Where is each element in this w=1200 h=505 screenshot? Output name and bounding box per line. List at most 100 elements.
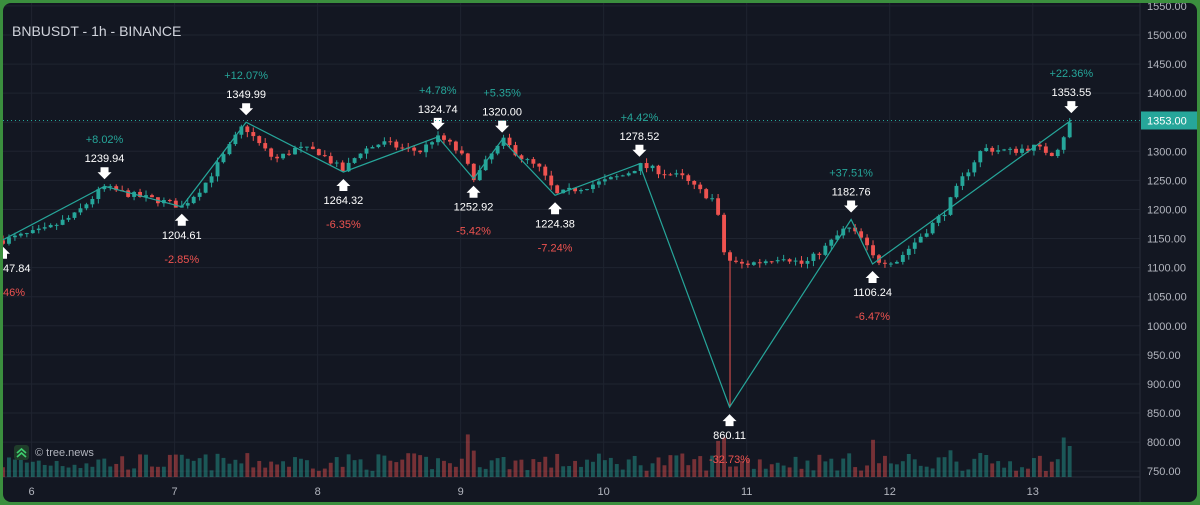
pivot-change-up: +8.02% <box>86 134 124 146</box>
volume-bar <box>871 439 875 477</box>
volume-bar <box>60 466 65 477</box>
candle-body <box>447 139 452 142</box>
candlestick-chart[interactable]: 750.00 800.00 850.00 900.00 950.00 1000.00 105… <box>3 3 1197 502</box>
current-price-label: 1353.00 <box>1147 115 1187 127</box>
volume-bar <box>245 453 250 477</box>
time-tick-label: 7 <box>172 486 178 498</box>
volume-bar <box>638 465 643 477</box>
candle-body <box>555 185 560 194</box>
candle-body <box>3 240 5 244</box>
candle-body <box>316 149 321 156</box>
volume-bar <box>287 466 291 477</box>
candle-body <box>84 204 89 209</box>
candle-body <box>650 165 655 169</box>
pivot-change-up: +22.36% <box>1049 68 1093 80</box>
candle-body <box>275 156 280 159</box>
candle-body <box>1061 137 1066 150</box>
candle-body <box>418 150 423 153</box>
pivot-change-up: +4.42% <box>621 112 659 124</box>
volume-bar <box>418 455 423 477</box>
candle-body <box>525 159 530 161</box>
candle-body <box>567 187 572 190</box>
arrow-down-icon <box>239 103 254 116</box>
candle-body <box>829 239 834 246</box>
volume-bar <box>996 461 1001 477</box>
candle-body <box>900 254 905 262</box>
volume-bar <box>382 455 387 477</box>
candle-body <box>757 262 762 264</box>
volume-bar <box>251 467 256 477</box>
candle-body <box>310 146 315 150</box>
candle-body <box>734 260 738 262</box>
candle-body <box>728 252 732 261</box>
volume-bar <box>299 458 303 477</box>
candle-body <box>805 260 810 264</box>
volume-bar <box>197 458 202 477</box>
candle-body <box>465 153 470 164</box>
candle-body <box>299 146 303 148</box>
volume-bar <box>275 464 280 477</box>
volume-bar <box>680 453 685 477</box>
price-tick-label: 1150.00 <box>1147 234 1186 246</box>
pivot-high-label: 1239.94 <box>85 153 125 165</box>
volume-bar <box>406 453 411 477</box>
volume-bar <box>328 462 333 477</box>
volume-bar <box>66 467 71 477</box>
chart-frame: 750.00 800.00 850.00 900.00 950.00 1000.00 105… <box>3 3 1197 502</box>
volume-bar <box>84 463 89 477</box>
candle-body <box>632 170 637 174</box>
candle-body <box>245 126 250 133</box>
volume-bar <box>1061 437 1066 477</box>
time-tick-label: 8 <box>315 486 321 498</box>
candle-body <box>763 261 768 264</box>
volume-bar <box>805 460 810 477</box>
price-tick-label: 1200.00 <box>1147 204 1187 216</box>
candle-body <box>48 225 53 228</box>
candle-body <box>507 137 512 146</box>
pivot-change-up: +4.78% <box>419 85 457 97</box>
candle-body <box>751 262 756 265</box>
volume-bar <box>370 470 375 477</box>
candle-body <box>775 260 780 262</box>
candle-body <box>549 175 554 186</box>
candle-body <box>18 233 23 236</box>
candle-body <box>710 198 715 200</box>
volume-bar <box>1067 446 1072 477</box>
time-tick-label: 13 <box>1027 486 1039 498</box>
pivot-change-up: +37.51% <box>829 167 873 179</box>
candle-body <box>304 146 309 148</box>
volume-bar <box>710 455 715 477</box>
volume-bar <box>507 469 512 477</box>
volume-bar <box>626 459 631 477</box>
candle-body <box>167 200 172 202</box>
candle-body <box>871 245 875 256</box>
volume-bar <box>120 456 125 477</box>
volume-bar <box>567 466 572 477</box>
candle-body <box>263 143 268 149</box>
volume-bar <box>787 467 792 477</box>
candle-body <box>793 260 798 262</box>
candle-body <box>656 165 661 175</box>
volume-bar <box>1037 455 1042 477</box>
volume-bar <box>644 470 649 477</box>
candle-body <box>185 203 190 206</box>
volume-bar <box>30 461 35 477</box>
price-tick-label: 1550.00 <box>1147 3 1187 13</box>
candle-body <box>340 162 345 172</box>
pivot-low-label: 1204.61 <box>162 230 202 242</box>
pivot-change-down: -6.35% <box>326 219 361 231</box>
candle-body <box>227 144 232 155</box>
candle-body <box>948 197 953 215</box>
volume-bar <box>894 464 899 477</box>
volume-bar <box>156 466 160 477</box>
volume-bar <box>775 462 780 477</box>
volume-bar <box>36 460 41 477</box>
candle-body <box>799 260 804 264</box>
volume-bar <box>501 457 506 477</box>
candle-body <box>960 176 965 186</box>
candle-body <box>24 233 29 235</box>
candle-body <box>102 186 107 190</box>
volume-bar <box>698 456 703 477</box>
volume-bar <box>442 460 446 477</box>
candle-body <box>608 177 613 180</box>
